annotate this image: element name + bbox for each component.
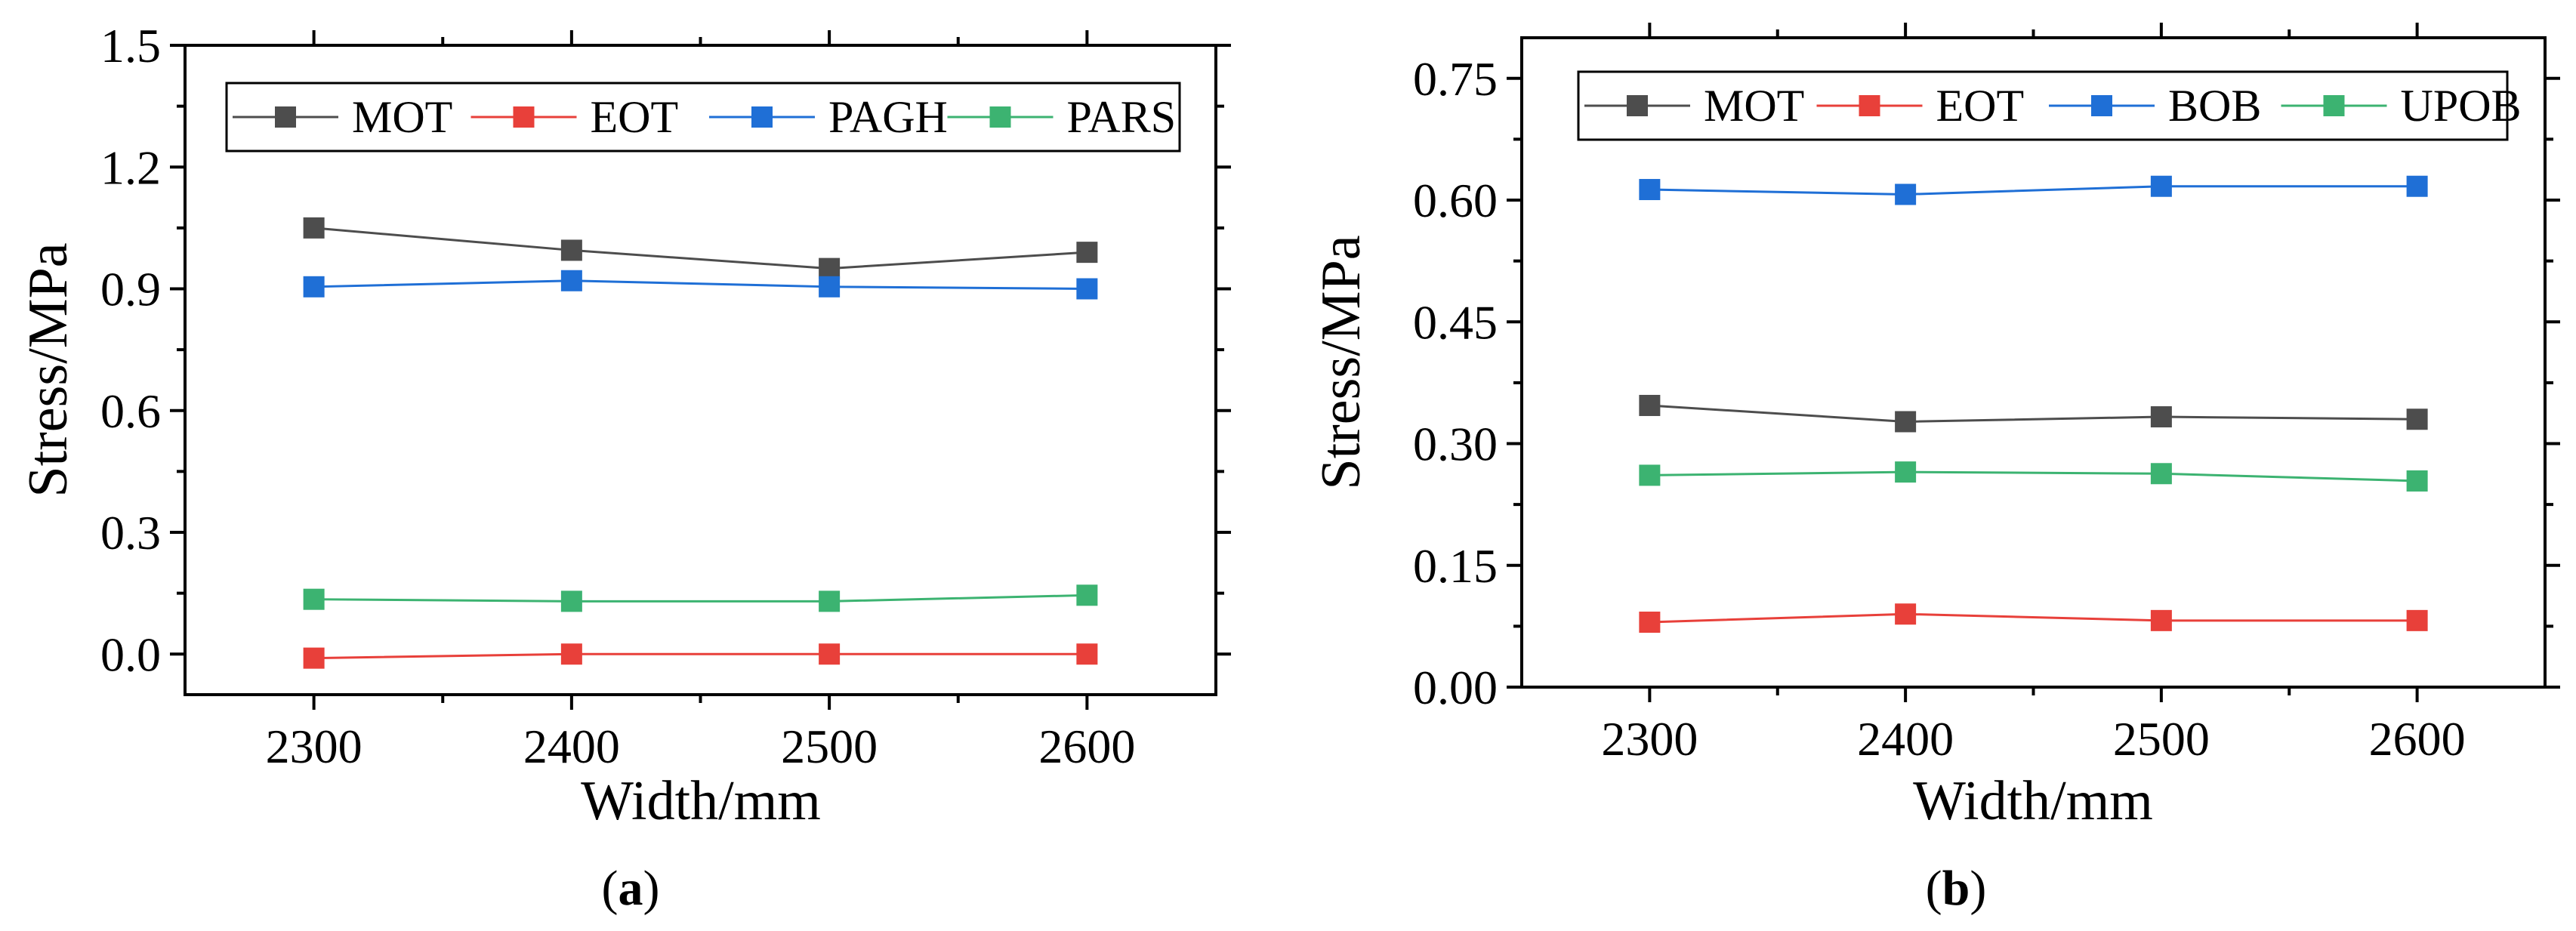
series-line-a-pagh — [313, 279, 1087, 290]
series-line-a-mot — [313, 227, 1087, 270]
data-point-b-mot-2600 — [2406, 408, 2428, 430]
series-lines-b — [1649, 185, 2417, 624]
x-tick-label-b-1: 2400 — [1857, 712, 1954, 766]
x-tick-label-b-3: 2600 — [2369, 712, 2466, 766]
legend-label-b-eot: EOT — [1936, 81, 2025, 131]
y-ticks-a: 0.0 0.3 0.6 0.9 1.2 1.5 — [100, 19, 1231, 681]
data-point-a-pars-2500 — [819, 590, 841, 612]
data-point-a-mot-2300 — [303, 217, 325, 239]
x-ticks-a: 2300 2400 2500 2600 — [266, 30, 1135, 773]
data-point-b-upob-2300 — [1639, 464, 1661, 486]
series-line-a-eot — [313, 652, 1087, 660]
data-point-b-bob-2300 — [1639, 179, 1661, 201]
y-tick-label-b-2: 0.30 — [1413, 418, 1498, 471]
series-line-a-pars — [313, 593, 1087, 603]
data-point-a-pars-2400 — [560, 590, 582, 612]
panel-label-a: (a) — [602, 861, 660, 916]
legend-label-a-eot: EOT — [591, 92, 679, 142]
y-tick-label-a-5: 1.5 — [100, 19, 161, 72]
data-point-b-mot-2400 — [1895, 411, 1917, 433]
series-lines-a — [313, 227, 1087, 660]
data-point-a-pars-2300 — [303, 588, 325, 610]
y-tick-label-a-2: 0.6 — [100, 384, 161, 438]
legend-label-a-pagh: PAGH — [828, 92, 948, 142]
series-line-b-bob — [1649, 185, 2417, 196]
series-line-b-mot — [1649, 404, 2417, 423]
legend-a: MOT EOT PAGH PARS — [225, 82, 1181, 153]
data-point-a-pagh-2500 — [819, 276, 841, 297]
data-point-a-mot-2600 — [1076, 242, 1098, 264]
legend-marker-b-eot — [1859, 95, 1880, 116]
series-markers-a — [303, 217, 1098, 669]
data-point-a-eot-2600 — [1076, 643, 1098, 665]
y-ticks-b: 0.00 0.15 0.30 0.45 0.60 0.75 — [1413, 52, 2560, 714]
x-tick-label-a-1: 2400 — [523, 720, 620, 773]
data-point-a-eot-2300 — [303, 647, 325, 669]
x-axis-label-a: Width/mm — [581, 770, 821, 832]
legend-marker-b-upob — [2323, 95, 2345, 116]
y-tick-label-a-0: 0.0 — [100, 627, 161, 681]
legend-label-b-mot: MOT — [1704, 81, 1804, 131]
data-point-b-eot-2400 — [1895, 603, 1917, 625]
data-point-a-mot-2400 — [560, 239, 582, 261]
legend-marker-a-mot — [275, 106, 296, 128]
legend-marker-a-eot — [513, 106, 535, 128]
data-point-b-eot-2500 — [2150, 609, 2172, 631]
x-tick-label-a-3: 2600 — [1038, 720, 1135, 773]
chart-panel-a: 0.0 0.3 0.6 0.9 1.2 1.5 2300 2400 2500 2600 MOT E… — [17, 19, 1231, 916]
legend-b: MOT EOT BOB UPOB — [1577, 70, 2522, 141]
y-tick-label-a-3: 0.9 — [100, 263, 161, 316]
data-point-a-eot-2400 — [560, 643, 582, 665]
data-point-b-eot-2600 — [2406, 609, 2428, 631]
x-tick-label-a-0: 2300 — [266, 720, 362, 773]
legend-marker-a-pagh — [751, 106, 773, 128]
legend-marker-a-pars — [989, 106, 1011, 128]
y-tick-label-b-0: 0.00 — [1413, 661, 1498, 714]
y-tick-label-b-1: 0.15 — [1413, 539, 1498, 593]
panel-letter-a: a — [619, 861, 643, 916]
data-point-a-pagh-2600 — [1076, 278, 1098, 300]
data-point-b-bob-2400 — [1895, 183, 1917, 205]
chart-panel-b: 0.00 0.15 0.30 0.45 0.60 0.75 2300 2400 2500 260… — [1310, 23, 2560, 916]
legend-marker-b-bob — [2091, 95, 2112, 116]
y-tick-label-b-4: 0.60 — [1413, 174, 1498, 227]
data-point-a-mot-2500 — [819, 257, 841, 279]
data-point-b-upob-2400 — [1895, 461, 1917, 483]
x-axis-label-b: Width/mm — [1913, 770, 2153, 832]
legend-marker-b-mot — [1627, 95, 1648, 116]
x-tick-label-b-0: 2300 — [1601, 712, 1698, 766]
data-point-b-eot-2300 — [1639, 612, 1661, 633]
legend-label-a-mot: MOT — [352, 92, 452, 142]
data-point-a-eot-2500 — [819, 643, 841, 665]
y-tick-label-b-3: 0.45 — [1413, 295, 1498, 349]
data-point-b-bob-2600 — [2406, 175, 2428, 197]
y-tick-label-a-4: 1.2 — [100, 140, 161, 194]
data-point-b-upob-2500 — [2150, 463, 2172, 485]
legend-label-b-upob: UPOB — [2401, 81, 2522, 131]
data-point-b-bob-2500 — [2150, 175, 2172, 197]
data-point-a-pagh-2300 — [303, 276, 325, 297]
data-point-b-mot-2500 — [2150, 406, 2172, 428]
legend-label-b-bob: BOB — [2168, 81, 2261, 131]
panel-label-b: (b) — [1926, 861, 1987, 916]
x-tick-label-a-2: 2500 — [781, 720, 878, 773]
legend-box-a — [225, 82, 1181, 153]
series-line-b-eot — [1649, 612, 2417, 624]
data-point-b-upob-2600 — [2406, 470, 2428, 492]
y-axis-label-b: Stress/MPa — [1310, 235, 1372, 489]
data-point-a-pars-2600 — [1076, 584, 1098, 606]
legend-label-a-pars: PARS — [1067, 92, 1177, 142]
x-ticks-b: 2300 2400 2500 2600 — [1601, 23, 2466, 766]
y-tick-label-b-5: 0.75 — [1413, 52, 1498, 106]
data-point-a-pagh-2400 — [560, 270, 582, 291]
y-axis-label-a: Stress/MPa — [17, 242, 79, 497]
x-tick-label-b-2: 2500 — [2113, 712, 2210, 766]
data-point-b-mot-2300 — [1639, 394, 1661, 416]
series-line-b-upob — [1649, 470, 2417, 482]
panel-letter-b: b — [1942, 861, 1970, 916]
y-tick-label-a-1: 0.3 — [100, 506, 161, 560]
series-markers-b — [1639, 175, 2428, 633]
